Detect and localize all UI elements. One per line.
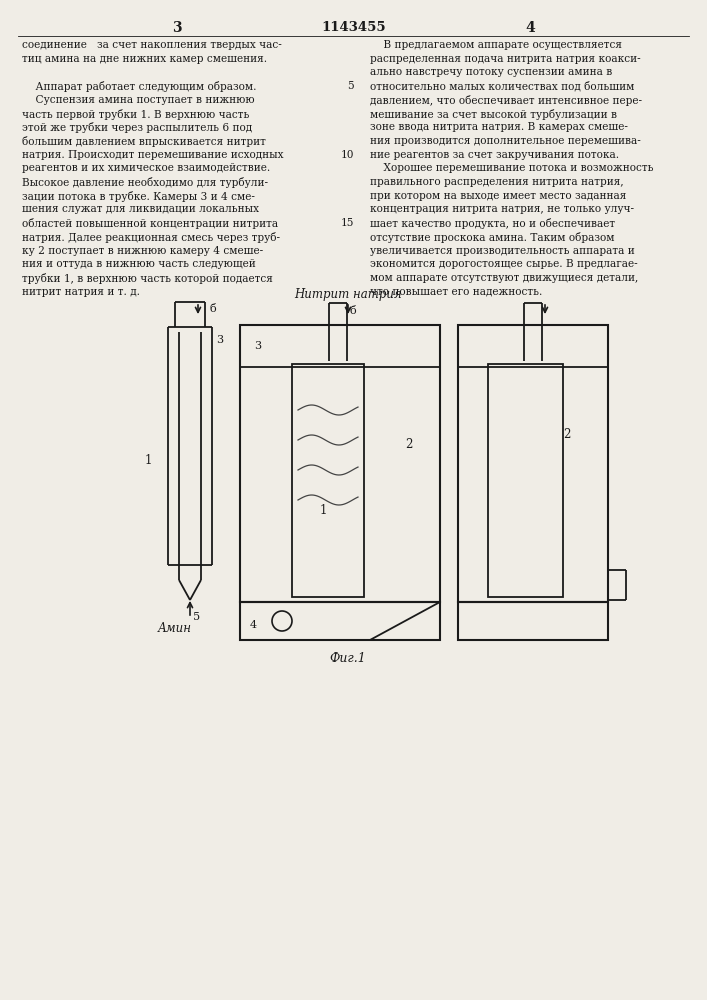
Text: 5: 5 xyxy=(347,81,354,91)
Text: 1143455: 1143455 xyxy=(322,21,386,34)
Text: 15: 15 xyxy=(341,218,354,228)
Text: зоне ввода нитрита натрия. В камерах смеше-: зоне ввода нитрита натрия. В камерах сме… xyxy=(370,122,628,132)
Bar xyxy=(292,364,364,597)
Text: 2: 2 xyxy=(563,428,571,442)
Text: трубки 1, в верхнюю часть которой подается: трубки 1, в верхнюю часть которой подает… xyxy=(22,273,273,284)
Text: шает качество продукта, но и обеспечивает: шает качество продукта, но и обеспечивае… xyxy=(370,218,615,229)
Text: увеличивается производительность аппарата и: увеличивается производительность аппарат… xyxy=(370,245,635,255)
Text: б: б xyxy=(350,306,357,316)
Text: шения служат для ликвидации локальных: шения служат для ликвидации локальных xyxy=(22,204,259,214)
Text: мом аппарате отсутствуют движущиеся детали,: мом аппарате отсутствуют движущиеся дета… xyxy=(370,273,638,283)
Text: распределенная подача нитрита натрия коакси-: распределенная подача нитрита натрия коа… xyxy=(370,54,641,64)
Text: ния производится дополнительное перемешива-: ния производится дополнительное перемеши… xyxy=(370,136,641,146)
Text: натрия. Далее реакционная смесь через труб-: натрия. Далее реакционная смесь через тр… xyxy=(22,232,280,243)
Text: б: б xyxy=(209,304,216,314)
Bar xyxy=(240,325,440,602)
Text: нитрит натрия и т. д.: нитрит натрия и т. д. xyxy=(22,287,140,297)
Text: концентрация нитрита натрия, не только улуч-: концентрация нитрита натрия, не только у… xyxy=(370,204,634,214)
Text: что повышает его надежность.: что повышает его надежность. xyxy=(370,287,542,297)
Text: Нитрит натрия: Нитрит натрия xyxy=(294,288,402,301)
Text: этой же трубки через распылитель 6 под: этой же трубки через распылитель 6 под xyxy=(22,122,252,133)
Text: отсутствие проскока амина. Таким образом: отсутствие проскока амина. Таким образом xyxy=(370,232,614,243)
Text: 1: 1 xyxy=(320,504,327,516)
Text: Суспензия амина поступает в нижнюю: Суспензия амина поступает в нижнюю xyxy=(22,95,255,105)
Bar xyxy=(458,325,608,602)
Text: давлением, что обеспечивает интенсивное пере-: давлением, что обеспечивает интенсивное … xyxy=(370,95,642,106)
Text: 3: 3 xyxy=(173,21,182,35)
Text: 2: 2 xyxy=(405,438,412,452)
Text: областей повышенной концентрации нитрита: областей повышенной концентрации нитрита xyxy=(22,218,278,229)
Text: натрия. Происходит перемешивание исходных: натрия. Происходит перемешивание исходны… xyxy=(22,150,284,160)
Text: 3: 3 xyxy=(254,341,261,351)
Text: мешивание за счет высокой турбулизации в: мешивание за счет высокой турбулизации в xyxy=(370,108,617,119)
Text: В предлагаемом аппарате осуществляется: В предлагаемом аппарате осуществляется xyxy=(370,40,622,50)
Text: реагентов и их химическое взаимодействие.: реагентов и их химическое взаимодействие… xyxy=(22,163,270,173)
Text: 3: 3 xyxy=(216,335,223,345)
Text: экономится дорогостоящее сырье. В предлагае-: экономится дорогостоящее сырье. В предла… xyxy=(370,259,638,269)
Text: Хорошее перемешивание потока и возможность: Хорошее перемешивание потока и возможнос… xyxy=(370,163,653,173)
Text: 4: 4 xyxy=(525,21,535,35)
Text: соединение   за счет накопления твердых час-: соединение за счет накопления твердых ча… xyxy=(22,40,282,50)
Text: ку 2 поступает в нижнюю камеру 4 смеше-: ку 2 поступает в нижнюю камеру 4 смеше- xyxy=(22,245,263,255)
Text: ния и оттуда в нижнюю часть следующей: ния и оттуда в нижнюю часть следующей xyxy=(22,259,256,269)
Bar xyxy=(240,602,440,640)
Bar xyxy=(488,364,563,597)
Text: Фиг.1: Фиг.1 xyxy=(329,652,366,665)
Text: 1: 1 xyxy=(145,454,152,466)
Text: правильного распределения нитрита натрия,: правильного распределения нитрита натрия… xyxy=(370,177,624,187)
Text: при котором на выходе имеет место заданная: при котором на выходе имеет место заданн… xyxy=(370,191,626,201)
Text: Высокое давление необходимо для турбули-: Высокое давление необходимо для турбули- xyxy=(22,177,268,188)
Bar xyxy=(458,602,608,640)
Text: Амин: Амин xyxy=(158,622,192,635)
Text: 10: 10 xyxy=(341,150,354,160)
Text: тиц амина на дне нижних камер смешения.: тиц амина на дне нижних камер смешения. xyxy=(22,54,267,64)
Text: 5: 5 xyxy=(193,612,200,622)
Text: Аппарат работает следующим образом.: Аппарат работает следующим образом. xyxy=(22,81,257,92)
Text: большим давлением впрыскивается нитрит: большим давлением впрыскивается нитрит xyxy=(22,136,266,147)
Text: 4: 4 xyxy=(250,620,257,630)
Text: относительно малых количествах под большим: относительно малых количествах под больш… xyxy=(370,81,634,92)
Text: ние реагентов за счет закручивания потока.: ние реагентов за счет закручивания поток… xyxy=(370,150,619,160)
Text: ально навстречу потоку суспензии амина в: ально навстречу потоку суспензии амина в xyxy=(370,67,612,77)
Text: часть первой трубки 1. В верхнюю часть: часть первой трубки 1. В верхнюю часть xyxy=(22,108,250,119)
Text: зации потока в трубке. Камеры 3 и 4 сме-: зации потока в трубке. Камеры 3 и 4 сме- xyxy=(22,191,255,202)
